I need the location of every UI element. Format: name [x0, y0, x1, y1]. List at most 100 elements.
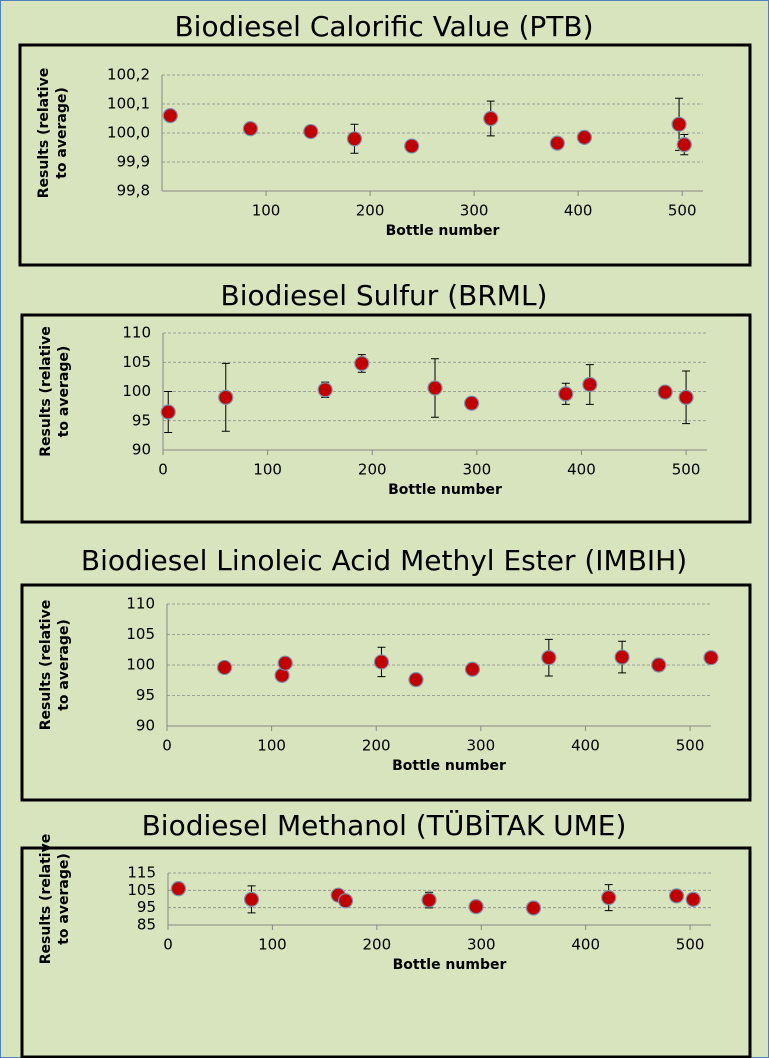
point [303, 123, 319, 140]
chart-title: Biodiesel Methanol (TÜBİTAK UME) [142, 808, 627, 842]
point [218, 389, 234, 405]
x-tick-label: 0 [163, 936, 173, 954]
x-tick-label: 500 [676, 737, 705, 755]
y-tick-label: 110 [122, 324, 151, 342]
point [464, 661, 481, 677]
y-tick-label: 105 [122, 353, 151, 371]
x-tick-label: 500 [676, 936, 705, 954]
x-tick-label: 300 [467, 737, 496, 755]
point [614, 649, 630, 665]
x-tick-label: 300 [463, 461, 492, 479]
point [483, 110, 499, 127]
point [408, 672, 424, 688]
chart: Biodiesel Methanol (TÜBİTAK UME)85951051… [20, 808, 752, 1058]
chart-title: Biodiesel Calorific Value (PTB) [174, 10, 593, 43]
y-tick-label: 95 [136, 686, 155, 704]
y-tick-label: 115 [127, 864, 156, 882]
point [243, 891, 260, 907]
x-axis-label: Bottle number [386, 223, 500, 239]
y-axis-label: Results (relative [36, 68, 52, 198]
y-tick-label: 95 [137, 898, 156, 916]
point [651, 657, 667, 673]
point [464, 395, 480, 411]
x-tick-label: 100 [257, 737, 286, 755]
point [541, 650, 557, 666]
point [216, 659, 233, 676]
x-tick-label: 100 [252, 202, 281, 220]
y-axis-label: Results (relative [38, 326, 54, 456]
point [317, 382, 333, 398]
x-tick-label: 100 [258, 936, 287, 954]
y-tick-label: 105 [127, 881, 156, 899]
chart-title: Biodiesel Sulfur (BRML) [221, 279, 548, 312]
y-tick-label: 110 [126, 595, 155, 613]
point [427, 380, 443, 396]
y-tick-label: 105 [126, 625, 155, 643]
chart-frame [20, 583, 752, 802]
y-axis-label: Results (relative [38, 600, 54, 730]
point [170, 880, 187, 897]
chart-frame [18, 43, 752, 267]
x-axis-label: Bottle number [393, 957, 507, 973]
y-axis-label: to average) [56, 619, 72, 711]
chart-frame [20, 846, 752, 1058]
point [468, 899, 484, 915]
point [671, 116, 687, 132]
y-tick-label: 85 [137, 916, 156, 934]
y-tick-label: 100 [126, 656, 155, 674]
point [421, 892, 437, 908]
point [404, 138, 420, 154]
point [657, 384, 673, 400]
point [601, 890, 617, 906]
x-tick-label: 0 [158, 461, 168, 479]
y-tick-label: 90 [132, 441, 151, 459]
y-tick-label: 100,0 [107, 124, 150, 142]
y-axis-label: Results (relative [38, 834, 54, 964]
point [668, 888, 685, 904]
x-tick-label: 200 [356, 202, 385, 220]
x-tick-label: 100 [253, 461, 282, 479]
x-tick-label: 300 [460, 202, 489, 220]
x-axis-label: Bottle number [392, 758, 506, 774]
point [576, 129, 592, 145]
chart-frame [20, 313, 752, 524]
point [337, 893, 354, 909]
x-tick-label: 300 [467, 936, 496, 954]
point [558, 386, 574, 402]
y-tick-label: 100 [122, 382, 151, 400]
point [582, 376, 598, 393]
point [373, 654, 390, 670]
x-tick-label: 200 [362, 737, 391, 755]
y-axis-label: to average) [54, 87, 70, 179]
x-tick-label: 400 [564, 202, 593, 220]
chart: Biodiesel Linoleic Acid Methyl Ester (IM… [20, 544, 752, 802]
point [678, 389, 694, 405]
x-tick-label: 400 [567, 461, 596, 479]
point [549, 135, 565, 151]
point [162, 107, 178, 124]
point [525, 900, 542, 916]
point [346, 131, 363, 147]
y-axis-label: to average) [56, 853, 72, 945]
y-tick-label: 100,1 [107, 95, 150, 113]
x-tick-label: 400 [571, 737, 600, 755]
x-tick-label: 500 [672, 461, 701, 479]
y-tick-label: 100,2 [107, 66, 150, 84]
chart: Biodiesel Sulfur (BRML) 90 95 100 105 110 0 100… [20, 279, 752, 524]
x-tick-label: 400 [571, 936, 600, 954]
y-axis-label: to average) [56, 346, 72, 438]
x-tick-label: 0 [162, 737, 172, 755]
point [703, 650, 719, 666]
y-tick-label: 90 [136, 717, 155, 735]
point [160, 404, 176, 420]
y-tick-label: 95 [132, 411, 151, 429]
x-tick-label: 200 [363, 936, 392, 954]
chart: Biodiesel Calorific Value (PTB) 99,8 99,9 1… [18, 10, 752, 267]
point [685, 891, 701, 907]
point [242, 121, 259, 137]
y-tick-label: 99,9 [117, 153, 150, 171]
point [676, 137, 692, 153]
y-tick-label: 99,8 [117, 182, 150, 200]
